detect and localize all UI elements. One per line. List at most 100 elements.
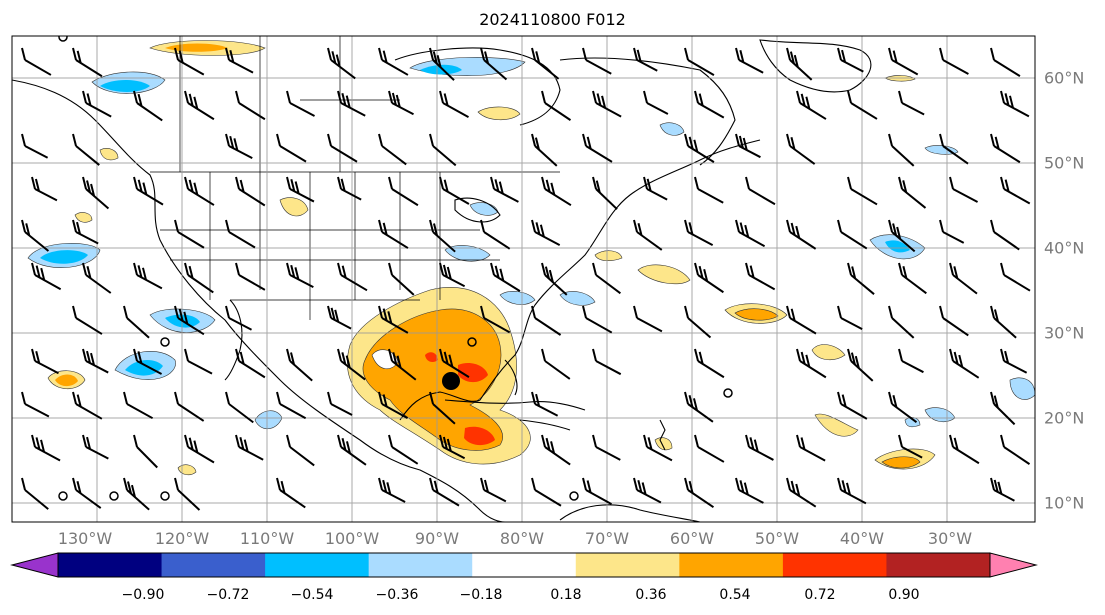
- colorbar-tick-label: −0.72: [206, 587, 250, 603]
- wind-barb: [735, 133, 761, 159]
- wind-barb: [286, 176, 315, 203]
- wind-barb: [684, 391, 714, 423]
- colorbar-tick-label: −0.36: [375, 587, 419, 603]
- wind-barb: [643, 434, 673, 462]
- wind-barb: [694, 348, 725, 379]
- wind-barb: [82, 348, 109, 374]
- wind-barb: [235, 262, 266, 291]
- wind-barb: [184, 262, 214, 294]
- wind-barb: [429, 219, 456, 253]
- wind-barb: [439, 262, 466, 288]
- colorbar-frame: [57, 552, 991, 578]
- wind-barb: [582, 477, 613, 505]
- wind-barb: [898, 434, 923, 459]
- wind-barb: [592, 176, 618, 210]
- wind-barb: [694, 434, 725, 463]
- lat-label: 20°N: [1044, 408, 1085, 428]
- colorbar-tick-label: −0.18: [459, 587, 503, 603]
- wind-barb: [633, 477, 662, 504]
- wind-barb: [337, 176, 362, 201]
- wind-barb: [21, 133, 49, 159]
- wind-barb: [378, 219, 409, 249]
- wind-barb: [235, 348, 266, 379]
- lon-label: 110°W: [239, 529, 295, 548]
- lon-label: 80°W: [499, 529, 545, 548]
- wind-barb: [286, 434, 315, 467]
- wind-barb: [82, 434, 109, 460]
- wind-barb: [939, 219, 965, 244]
- wind-barb: [21, 47, 52, 76]
- wind-barb: [694, 90, 725, 119]
- lon-label: 90°W: [414, 529, 460, 548]
- wind-barb: [286, 262, 314, 289]
- wind-barb: [592, 262, 622, 295]
- lat-label: 40°N: [1044, 238, 1085, 258]
- colorbar-tick-label: −0.54: [290, 587, 334, 603]
- wind-barb: [72, 477, 102, 509]
- wind-barb: [949, 262, 978, 295]
- colorbar-extend-high: [989, 552, 1038, 578]
- wind-barb: [235, 176, 266, 207]
- wind-barb: [684, 47, 715, 76]
- wind-barb: [898, 348, 924, 374]
- wind-barb: [388, 90, 414, 116]
- wind-barb: [235, 90, 266, 121]
- wind-barb: [480, 305, 511, 334]
- wind-barb: [327, 133, 358, 163]
- wind-barb: [174, 391, 205, 422]
- wind-barb: [643, 176, 668, 201]
- colorbar-segment: [679, 553, 784, 577]
- wind-barb: [388, 176, 419, 207]
- wind-barb: [888, 391, 918, 424]
- wind-barb: [949, 176, 979, 203]
- wind-barb: [21, 391, 50, 418]
- lat-label: 50°N: [1044, 153, 1085, 173]
- wind-barbs: [21, 47, 1031, 511]
- wind-barb: [429, 477, 460, 507]
- colorbar-segment: [58, 553, 163, 577]
- map-title: 2024110800 F012: [479, 10, 626, 29]
- wind-barb: [337, 90, 366, 117]
- wind-barb: [531, 133, 558, 167]
- wind-barb: [592, 434, 621, 461]
- wind-barb: [592, 348, 622, 376]
- wind-barb: [184, 348, 213, 375]
- wind-barb: [1000, 262, 1031, 292]
- wind-barb: [837, 391, 868, 420]
- wind-barb: [990, 133, 1021, 164]
- wind-barb: [225, 391, 254, 424]
- wind-barb: [378, 305, 409, 334]
- wind-barb: [327, 305, 352, 330]
- colorbar-tick-label: 0.54: [719, 587, 751, 603]
- wind-barb: [888, 305, 915, 339]
- wind-barb: [388, 262, 415, 296]
- wind-barb: [796, 434, 826, 462]
- wind-barb: [388, 348, 417, 381]
- wind-barb: [439, 348, 470, 378]
- wind-barb: [847, 176, 878, 206]
- wind-barb: [174, 477, 201, 511]
- wind-barb: [949, 434, 980, 465]
- wind-barb: [225, 219, 256, 249]
- anomaly-shading: [27, 40, 1035, 476]
- wind-barb: [184, 90, 215, 121]
- wind-barb: [123, 305, 150, 339]
- wind-barb: [123, 477, 150, 511]
- wind-barb: [745, 262, 776, 291]
- wind-barb: [337, 262, 368, 292]
- wind-barb: [72, 391, 103, 420]
- wind-barb: [939, 47, 969, 75]
- wind-barb: [174, 305, 205, 336]
- lon-label: 100°W: [324, 529, 380, 548]
- wind-barb: [531, 391, 559, 417]
- wind-barb: [490, 262, 521, 292]
- wind-barb: [286, 348, 313, 382]
- wind-barb: [847, 262, 875, 295]
- wind-barb: [184, 176, 215, 206]
- wind-barb: [225, 47, 254, 74]
- wind-barb: [745, 434, 774, 461]
- wind-barb: [21, 219, 50, 252]
- wind-barb: [582, 133, 613, 163]
- colorbar-segment: [265, 553, 370, 577]
- wind-barb: [939, 133, 969, 165]
